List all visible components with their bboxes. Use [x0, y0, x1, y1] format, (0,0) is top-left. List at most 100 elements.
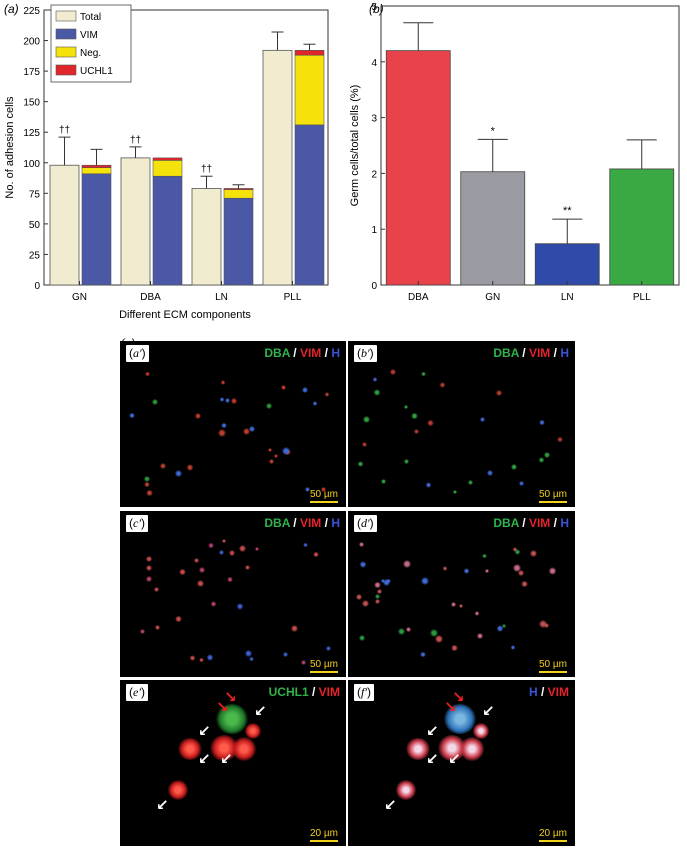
cell — [439, 382, 446, 389]
arrow-marker: ↙ — [254, 702, 267, 720]
stain-label: DBA — [264, 346, 290, 360]
cell — [153, 586, 160, 593]
cell — [374, 593, 381, 599]
stain-label: / — [308, 685, 319, 699]
cell — [144, 476, 150, 482]
cell — [301, 386, 308, 393]
cell — [375, 599, 381, 605]
cell — [502, 623, 507, 628]
y-tick-label-a: 150 — [23, 98, 40, 109]
cell — [421, 577, 430, 586]
cell — [144, 482, 150, 488]
y-axis-label-b: Germ cells/total cells (%) — [349, 85, 361, 207]
cell — [239, 545, 246, 552]
chart-a: (a) 0 25 50 75 100 125 150 175 200 225 No. of adhes… — [4, 2, 329, 321]
arrow-marker: ↙ — [482, 702, 495, 720]
scale-bar-label: 50 µm — [310, 489, 338, 500]
cell — [411, 412, 418, 419]
cell — [222, 539, 227, 544]
y-tick-label-a: 200 — [23, 37, 40, 48]
stain-label: DBA — [264, 516, 290, 530]
bar-DBA — [385, 50, 451, 286]
stain-label: VIM — [528, 346, 551, 360]
cell — [206, 654, 214, 662]
bar-PLL — [609, 168, 675, 286]
cell — [480, 417, 485, 423]
cell — [312, 401, 318, 406]
stain-label: DBA — [493, 346, 519, 360]
x-tick-label-a: GN — [72, 292, 87, 303]
cell — [382, 578, 390, 586]
cell — [539, 419, 545, 426]
chart-b: (b) 0 1 2 3 4 5 Germ cells/total cells (%) DBA GN… — [349, 2, 680, 300]
stain-label: H — [528, 685, 538, 699]
cell — [245, 565, 250, 570]
cell — [538, 620, 547, 629]
cell — [245, 723, 261, 739]
micrograph-d-prime: (d′) DBA / VIM / H 50 µm — [348, 511, 575, 677]
y-tick-label-b: 1 — [371, 225, 377, 236]
bar-neg-PLL — [294, 54, 325, 126]
cell — [151, 398, 158, 405]
cell — [359, 634, 366, 641]
cell — [218, 429, 227, 438]
micrograph-label: (f′) — [354, 684, 374, 701]
cell — [356, 593, 362, 600]
stain-label: VIM — [299, 516, 322, 530]
cell — [420, 651, 427, 658]
cell — [224, 397, 230, 403]
cell — [510, 644, 516, 650]
bar-total-DBA — [120, 157, 151, 286]
annotation-significance: ** — [563, 205, 572, 217]
arrow-marker: ↘ — [444, 698, 457, 716]
arrow-marker: ↙ — [426, 722, 439, 740]
y-tick-label-a: 50 — [29, 220, 41, 231]
annotation-dagger: †† — [201, 164, 212, 175]
stain-label: / — [518, 346, 529, 360]
cell — [518, 480, 525, 487]
stain-label: H — [331, 346, 340, 360]
cell — [403, 560, 412, 569]
cell — [199, 658, 204, 663]
micrograph-label: (d′) — [354, 515, 377, 532]
cell — [175, 615, 182, 622]
cell — [218, 549, 225, 555]
bar-uchl1-LN — [223, 188, 254, 190]
cell — [460, 737, 484, 761]
cell — [484, 569, 489, 574]
cell — [482, 553, 488, 559]
cell — [145, 556, 152, 563]
scale-bar: 50 µm — [539, 659, 567, 673]
cell — [290, 625, 298, 633]
stain-legend: DBA / VIM / H — [493, 346, 569, 360]
stain-label: / — [289, 346, 300, 360]
stain-legend: DBA / VIM / H — [264, 346, 340, 360]
bar-vim-DBA — [152, 175, 183, 286]
plot-frame-b — [380, 5, 680, 286]
cell — [301, 660, 306, 665]
cell — [476, 633, 483, 640]
y-tick-label-a: 25 — [29, 250, 41, 261]
panel-a-label: (a) — [4, 2, 19, 16]
cell — [254, 546, 259, 551]
cell — [496, 389, 503, 396]
micrograph-f-prime: ↘ ↘ ↙ ↙ ↙ ↙ ↙ (f′) H / VIM 20 µm — [348, 680, 575, 846]
cell — [373, 388, 381, 396]
scale-bar-line — [539, 840, 567, 842]
cell — [373, 377, 378, 382]
y-tick-label-b: 5 — [371, 2, 377, 13]
cell — [179, 568, 186, 576]
bar-neg-GN — [81, 167, 112, 175]
cell — [442, 566, 448, 571]
x-tick-label-b: PLL — [633, 292, 651, 300]
micrograph-label: (a′) — [126, 345, 149, 362]
y-tick-label-a: 100 — [23, 159, 40, 170]
bar-LN — [534, 243, 600, 286]
arrow-marker: ↙ — [426, 750, 439, 768]
arrow-marker: ↙ — [220, 750, 233, 768]
cell — [538, 457, 545, 463]
scale-bar-line — [310, 840, 338, 842]
cell — [146, 489, 153, 497]
cell — [273, 454, 278, 459]
cell — [249, 656, 254, 662]
